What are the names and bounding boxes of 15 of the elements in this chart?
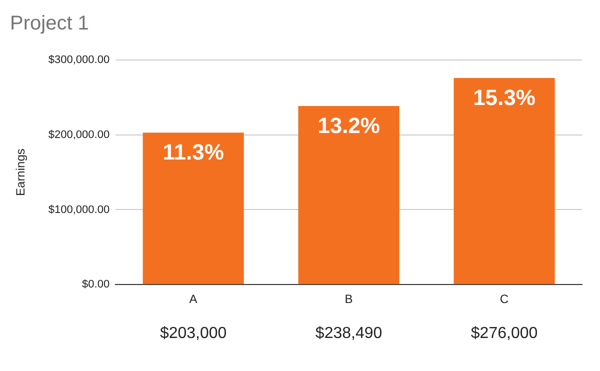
annotation: 11.3%	[162, 140, 224, 165]
x-tick-label: B	[344, 292, 353, 306]
chart-title: Project 1	[10, 12, 89, 35]
annotation: 15.3%	[473, 85, 536, 110]
x-tick-label: A	[189, 292, 198, 306]
data-label: $238,490	[315, 325, 382, 342]
x-tick-label: C	[500, 292, 509, 306]
y-axis-title: Earnings	[14, 148, 28, 196]
y-tick-label: $200,000.00	[48, 128, 110, 141]
annotation: 13.2%	[318, 113, 380, 138]
data-label: $203,000	[160, 325, 227, 342]
data-label: $276,000	[470, 325, 538, 342]
y-tick-label: $0.00	[82, 278, 110, 291]
y-tick-label: $100,000.00	[48, 204, 110, 216]
y-tick-label: $300,000.00	[48, 54, 110, 66]
